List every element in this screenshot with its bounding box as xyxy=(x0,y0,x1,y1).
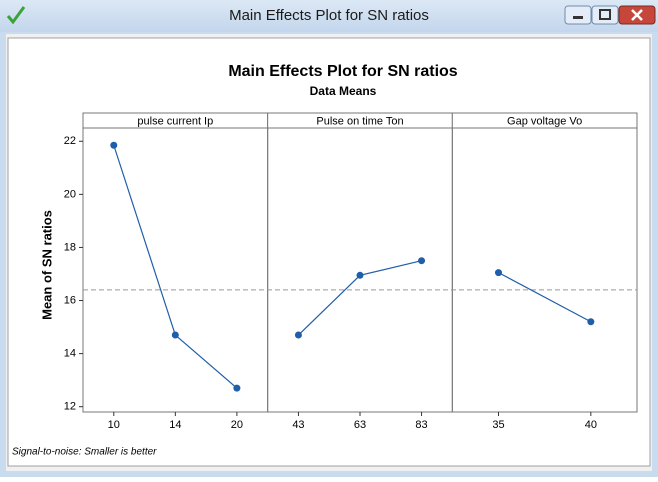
x-tick-label: 40 xyxy=(585,419,597,431)
point xyxy=(233,384,241,392)
panel-frame xyxy=(451,127,638,413)
y-tick-label: 18 xyxy=(64,241,76,253)
plot: pulse current Ip Pulse on time Ton Gap vol… xyxy=(64,112,638,431)
effect-line xyxy=(498,272,592,323)
y-tick-label: 12 xyxy=(64,401,76,413)
title-bar xyxy=(0,0,658,32)
x-tick-label: 20 xyxy=(231,419,243,431)
x-tick-label: 14 xyxy=(169,419,181,431)
y-tick-label: 22 xyxy=(64,135,76,147)
point xyxy=(418,257,426,265)
maximize-icon xyxy=(599,9,611,20)
x-tick-label: 83 xyxy=(415,419,427,431)
point xyxy=(110,141,118,149)
minimize-icon xyxy=(573,16,583,19)
point xyxy=(294,331,302,339)
panel-title: Gap voltage Vo xyxy=(507,115,582,127)
chart-title: Main Effects Plot for SN ratios xyxy=(228,63,457,80)
x-tick-label: 10 xyxy=(108,419,120,431)
window-title: Main Effects Plot for SN ratios xyxy=(229,7,429,24)
panel-title: pulse current Ip xyxy=(137,115,213,127)
maximize-button[interactable] xyxy=(591,5,619,25)
point xyxy=(356,271,364,279)
point xyxy=(171,331,179,339)
point xyxy=(587,318,595,326)
y-tick-label: 14 xyxy=(64,348,76,360)
x-tick-label: 43 xyxy=(292,419,304,431)
y-tick-label: 20 xyxy=(64,188,76,200)
minimize-button[interactable] xyxy=(564,5,592,25)
panel-title: Pulse on time Ton xyxy=(316,115,403,127)
y-tick-label: 16 xyxy=(64,294,76,306)
chart-area xyxy=(7,37,651,467)
footnote: Signal-to-noise: Smaller is better xyxy=(12,447,157,458)
x-tick-label: 35 xyxy=(492,419,504,431)
y-axis-label: Mean of SN ratios xyxy=(39,210,54,320)
point xyxy=(495,269,502,277)
close-icon xyxy=(631,9,643,21)
chart-subtitle: Data Means xyxy=(310,84,377,98)
app-icon xyxy=(6,6,26,25)
x-tick-label: 63 xyxy=(354,419,366,431)
